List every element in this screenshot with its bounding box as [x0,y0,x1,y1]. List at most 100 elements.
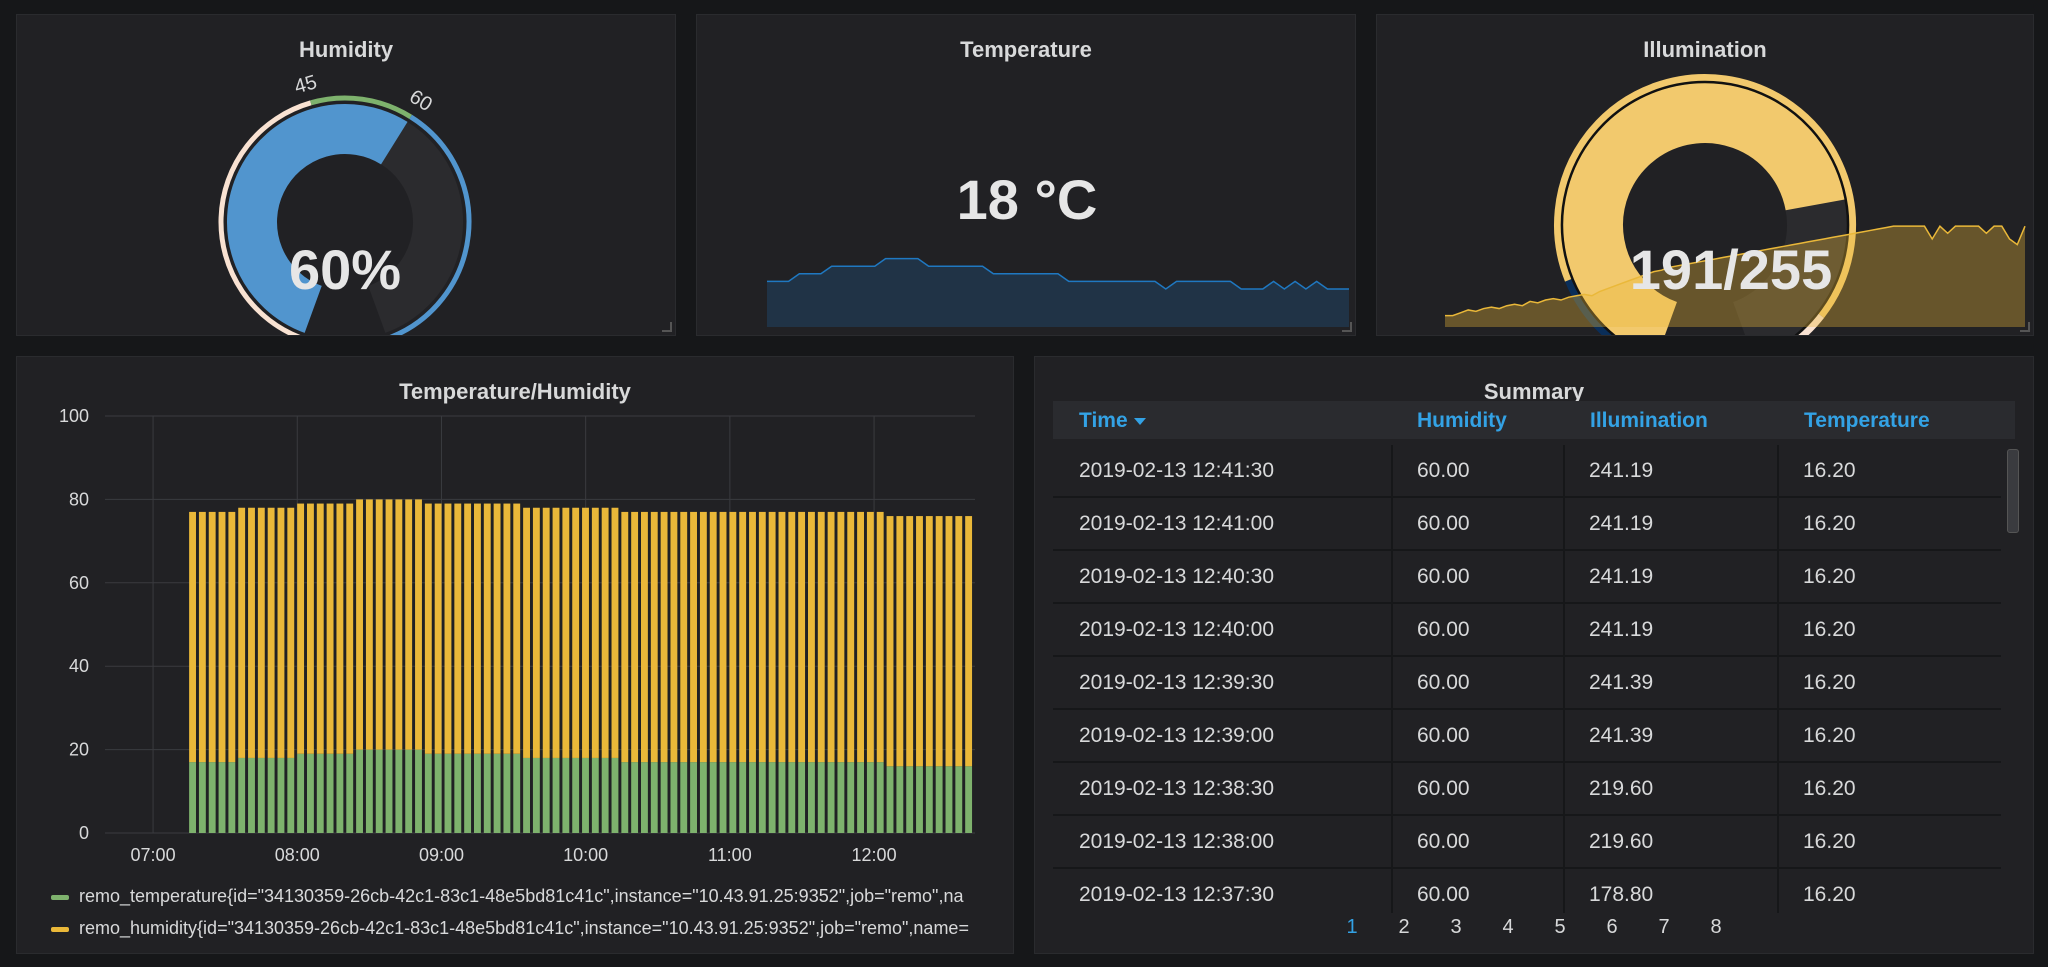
legend-item-humidity[interactable]: remo_humidity{id="34130359-26cb-42c1-83c… [51,918,969,939]
bar-humidity [640,511,648,763]
bar-humidity [297,503,305,754]
bar-humidity [415,499,422,750]
page-link-4[interactable]: 4 [1502,916,1514,938]
bar-temperature [611,757,619,833]
bar-temperature [582,757,589,833]
bar-humidity [739,511,747,763]
bar-humidity [611,507,619,758]
bar-temperature [562,757,570,833]
bar-humidity [356,499,363,750]
bar-temperature [709,762,717,833]
bar-temperature [542,757,550,833]
temperature-humidity-panel: Temperature/Humidity 0 20 40 60 80 100 07:00 08… [16,356,1014,954]
bar-humidity [955,516,963,767]
bar-temperature [670,762,678,833]
table-row[interactable]: 2019-02-13 12:38:00 60.00 219.60 16.20 [1053,816,2001,869]
bar-temperature [189,762,196,833]
page-link-8[interactable]: 8 [1710,916,1722,938]
table-row[interactable]: 2019-02-13 12:41:30 60.00 241.19 16.20 [1053,445,2001,498]
bar-humidity [198,511,206,763]
bar-humidity [228,511,236,763]
table-body[interactable]: 2019-02-13 12:41:30 60.00 241.19 16.20 2019-… [1053,445,2019,913]
bar-humidity [709,511,717,763]
table-cell-humidity: 60.00 [1391,869,1563,913]
bar-temperature [552,757,560,833]
panel-title: Temperature/Humidity [399,379,631,404]
bar-humidity [778,511,786,763]
bar-temperature [935,766,943,833]
resize-handle[interactable] [1342,322,1352,332]
bar-temperature [532,757,540,833]
table-row[interactable]: 2019-02-13 12:40:30 60.00 241.19 16.20 [1053,551,2001,604]
bar-humidity [395,499,403,750]
bar-humidity [464,503,472,754]
bar-humidity [876,511,884,763]
table-cell-time: 2019-02-13 12:39:30 [1079,671,1274,694]
bar-temperature [277,757,285,833]
legend-swatch-yellow [51,926,69,932]
x-tick-label: 11:00 [708,845,752,865]
table-cell-illumination: 241.19 [1563,498,1777,549]
column-header-time[interactable]: Time [1079,409,1146,433]
y-tick-label: 40 [69,656,89,676]
pagination: 1 2 3 4 5 6 7 8 [1035,916,2033,939]
column-header-temperature[interactable]: Temperature [1804,409,1930,432]
table-cell-temperature: 16.20 [1777,604,2017,655]
table-cell-illumination: 241.39 [1563,710,1777,761]
table-row[interactable]: 2019-02-13 12:37:30 60.00 178.80 16.20 [1053,869,2001,913]
bar-temperature [660,762,668,833]
bar-temperature [690,762,697,833]
bar-humidity [729,511,737,763]
bar-humidity [572,507,580,758]
table-row[interactable]: 2019-02-13 12:39:30 60.00 241.39 16.20 [1053,657,2001,710]
bar-temperature [326,753,334,833]
column-header-humidity[interactable]: Humidity [1417,409,1507,432]
page-link-3[interactable]: 3 [1450,916,1462,938]
bar-temperature [837,762,845,833]
table-row[interactable]: 2019-02-13 12:38:30 60.00 219.60 16.20 [1053,763,2001,816]
table-cell-temperature: 16.20 [1777,816,2017,867]
bar-humidity [483,503,491,754]
bar-temperature [945,766,953,833]
x-tick-label: 09:00 [419,845,464,865]
resize-handle[interactable] [662,322,672,332]
resize-handle[interactable] [2020,322,2030,332]
bar-temperature [385,749,393,833]
bar-humidity [631,511,639,763]
bar-temperature [729,762,737,833]
bar-temperature [719,762,727,833]
page-link-7[interactable]: 7 [1658,916,1670,938]
bar-temperature [601,757,609,833]
sparkline-line [767,257,1349,290]
page-link-1[interactable]: 1 [1346,916,1358,938]
x-tick-label: 10:00 [563,845,608,865]
bar-humidity [945,516,953,767]
bar-humidity [906,516,914,767]
table-row[interactable]: 2019-02-13 12:40:00 60.00 241.19 16.20 [1053,604,2001,657]
bar-humidity [886,516,894,767]
bar-temperature [925,766,933,833]
table-row[interactable]: 2019-02-13 12:41:00 60.00 241.19 16.20 [1053,498,2001,551]
page-link-6[interactable]: 6 [1606,916,1618,938]
bar-humidity [189,511,196,763]
bar-humidity [523,507,530,758]
y-tick-label: 80 [69,489,89,509]
bar-temperature [287,757,295,833]
legend-item-temperature[interactable]: remo_temperature{id="34130359-26cb-42c1-… [51,886,963,907]
humidity-panel: Humidity 04560100 60% [16,14,676,336]
table-row[interactable]: 2019-02-13 12:39:00 60.00 241.39 16.20 [1053,710,2001,763]
bar-temperature [503,753,511,833]
threshold-band-low [218,100,312,335]
bar-temperature [847,762,855,833]
table-header: Time Humidity Illumination Temperature [1053,401,2015,439]
bar-humidity [287,507,295,758]
bar-temperature [896,766,904,833]
bar-temperature [218,762,226,833]
column-header-illumination[interactable]: Illumination [1590,409,1708,432]
bar-humidity [601,507,609,758]
page-link-2[interactable]: 2 [1398,916,1410,938]
page-link-5[interactable]: 5 [1554,916,1566,938]
illumination-panel: Illumination 191/255 [1376,14,2034,336]
bar-temperature [631,762,639,833]
scrollbar[interactable] [2007,449,2019,533]
